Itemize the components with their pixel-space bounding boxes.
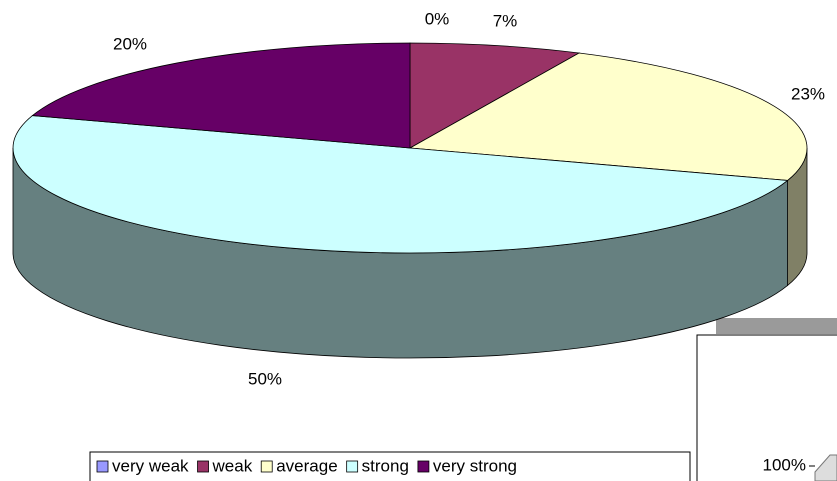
legend-swatch: [197, 460, 209, 473]
data-label: 0%: [425, 9, 450, 28]
pie: [12, 42, 808, 359]
legend-swatch: [417, 460, 430, 473]
legend-label: average: [276, 456, 337, 475]
slice: [31, 42, 411, 149]
legend-swatch: [260, 460, 273, 473]
legend-swatch: [96, 460, 109, 473]
data-label: 20%: [113, 34, 147, 53]
legend-label: very weak: [112, 456, 189, 475]
data-label: 23%: [791, 84, 825, 103]
legend-label: very strong: [433, 456, 517, 475]
slice: [409, 42, 581, 149]
legend-label: strong: [362, 456, 409, 475]
inset-frame: [696, 334, 837, 481]
legend-swatch: [346, 460, 359, 473]
inset-tick-label: 100%: [763, 455, 806, 474]
legend: [89, 451, 691, 481]
data-label: 50%: [248, 369, 282, 388]
legend-label: weak: [212, 456, 253, 475]
slice: [408, 52, 808, 181]
inset-bar: [814, 454, 837, 481]
data-label: 7%: [493, 11, 518, 30]
inset-header: [716, 318, 837, 334]
slice: [12, 115, 789, 254]
